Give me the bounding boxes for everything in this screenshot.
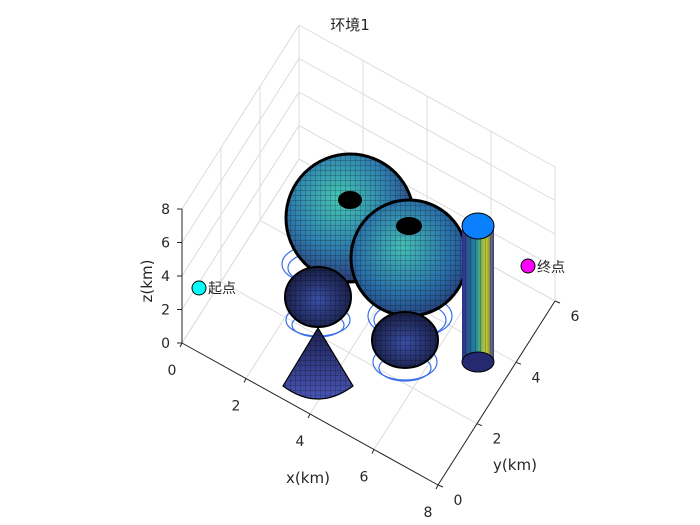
x-tick-label: 2 [232, 399, 241, 415]
x-tick [371, 449, 375, 454]
x-axis-label: x(km) [286, 469, 330, 487]
sphere-obstacle-4 [371, 311, 439, 369]
z-tick-label: 6 [161, 236, 170, 252]
y-tick-label: 6 [571, 309, 580, 325]
tick-labels: 0 2 4 6 8 0 2 4 6 0 2 4 6 8 [161, 202, 579, 521]
grid-line [181, 91, 300, 277]
grid-line [181, 24, 300, 210]
axes [177, 208, 561, 490]
z-tick-label: 8 [161, 202, 170, 218]
x-tick-label: 0 [168, 363, 177, 379]
sphere-obstacle-3 [284, 266, 352, 328]
x-tick [243, 378, 247, 383]
grid-line [181, 125, 300, 310]
y-tick-label: 0 [454, 493, 463, 509]
y-tick-label: 2 [493, 432, 502, 448]
x-tick [435, 484, 439, 490]
z-tick-label: 4 [161, 269, 170, 285]
y-axis-line [437, 300, 556, 486]
y-tick [476, 423, 483, 427]
y-tick [515, 361, 522, 365]
start-point: 起点 [191, 280, 236, 297]
cylinder-obstacle [461, 212, 495, 373]
x-tick-label: 8 [424, 505, 433, 521]
x-tick [307, 413, 311, 419]
grid-line [220, 281, 478, 425]
sphere-obstacle-2 [349, 198, 469, 318]
y-tick [554, 300, 561, 304]
grid-line [181, 158, 300, 344]
x-tick-label: 4 [296, 434, 305, 450]
z-tick-label: 0 [161, 336, 170, 352]
end-point-label: 终点 [537, 260, 565, 276]
x-tick [179, 342, 183, 348]
end-point: 终点 [520, 258, 565, 276]
cone-obstacle [282, 326, 354, 400]
y-tick-label: 4 [532, 370, 541, 386]
grid-line [181, 58, 300, 243]
chart-title: 环境1 [330, 16, 370, 34]
x-tick-label: 6 [360, 470, 369, 486]
y-axis-label: y(km) [493, 456, 537, 474]
z-tick-label: 2 [161, 303, 170, 319]
start-point-label: 起点 [208, 281, 236, 297]
y-tick [437, 484, 444, 488]
z-axis-label: z(km) [138, 260, 156, 303]
